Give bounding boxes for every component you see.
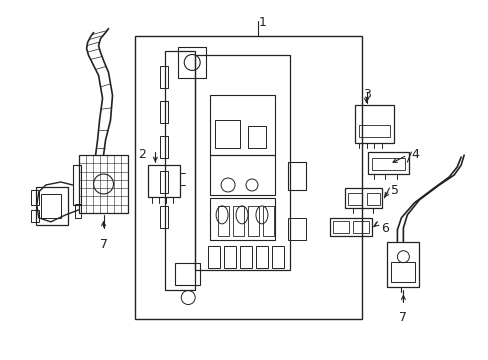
Bar <box>352 221 368 233</box>
Bar <box>233 206 244 236</box>
Bar <box>386 242 419 287</box>
Bar <box>165 50 195 289</box>
Bar <box>79 155 128 213</box>
Bar <box>329 218 371 236</box>
Bar <box>31 210 39 222</box>
Bar <box>160 136 168 158</box>
Bar <box>160 206 168 228</box>
Bar <box>31 190 39 205</box>
Bar <box>347 193 361 205</box>
Bar <box>218 206 228 236</box>
Bar <box>41 194 61 218</box>
Bar <box>344 188 382 208</box>
Bar <box>354 105 394 143</box>
Bar <box>73 165 81 205</box>
Bar <box>210 155 274 195</box>
Bar <box>366 193 380 205</box>
Bar <box>332 221 348 233</box>
Bar <box>240 246 251 268</box>
Bar <box>271 246 283 268</box>
Text: 7: 7 <box>399 311 407 324</box>
Bar <box>36 187 67 225</box>
Bar <box>287 218 305 240</box>
Bar <box>371 158 405 170</box>
Bar <box>215 120 240 148</box>
Bar <box>224 246 236 268</box>
Bar <box>75 204 81 218</box>
Bar <box>195 55 289 270</box>
Bar <box>358 125 389 137</box>
Bar <box>367 152 408 174</box>
Bar <box>160 171 168 193</box>
Bar <box>247 206 259 236</box>
Bar <box>208 246 220 268</box>
Bar <box>263 206 273 236</box>
Bar <box>390 262 414 282</box>
Text: 5: 5 <box>390 184 399 197</box>
Bar <box>175 263 200 285</box>
Bar <box>210 198 274 240</box>
Text: 4: 4 <box>410 148 418 161</box>
Text: 6: 6 <box>381 222 388 235</box>
Bar <box>247 126 265 148</box>
Bar <box>255 246 267 268</box>
Text: 3: 3 <box>362 88 370 102</box>
Text: 7: 7 <box>100 238 107 251</box>
Bar <box>148 165 180 197</box>
Bar <box>135 36 361 319</box>
Bar <box>160 67 168 88</box>
Bar <box>178 46 206 78</box>
Text: 2: 2 <box>138 148 146 161</box>
Text: 1: 1 <box>259 15 266 29</box>
Bar <box>210 95 274 155</box>
Bar <box>160 101 168 123</box>
Bar <box>287 162 305 190</box>
